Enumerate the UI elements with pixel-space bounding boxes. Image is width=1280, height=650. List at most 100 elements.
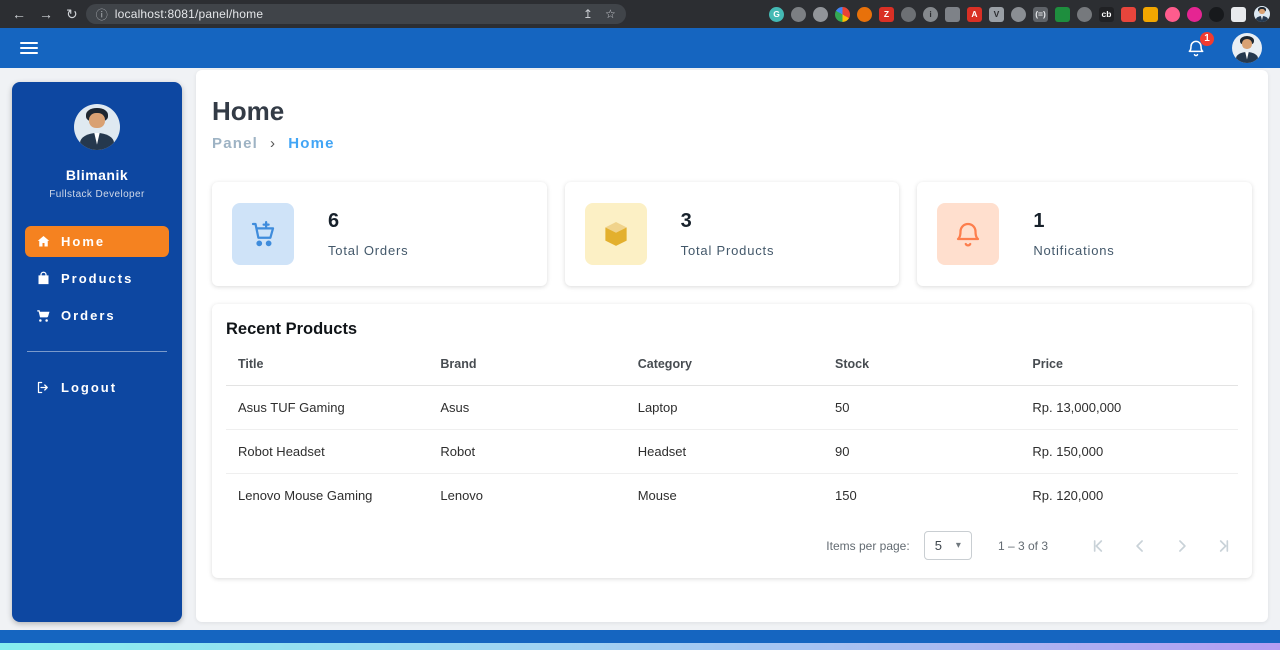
extension-icon[interactable]: V [989, 6, 1004, 22]
main-content: Home Panel › Home 6 Total Orders [196, 70, 1268, 622]
recent-products-title: Recent Products [226, 320, 358, 338]
url-bar[interactable]: ⓘ localhost:8081/panel/home ↥ ☆ [85, 4, 626, 24]
table-cell: Rp. 150,000 [1020, 429, 1238, 474]
page-size-select[interactable]: 5 ▾ [923, 531, 972, 560]
total-products-value: 3 [680, 210, 692, 232]
table-cell: Rp. 120,000 [1032, 487, 1104, 503]
table-cell: Laptop [625, 385, 824, 430]
items-per-page-label: Items per page: [826, 538, 910, 553]
extension-icon[interactable] [1165, 6, 1180, 22]
extension-icon[interactable]: A [967, 6, 982, 22]
sidebar-menu: Home Products Orders Logout [12, 226, 182, 403]
extension-icon[interactable] [1121, 6, 1136, 22]
page-title: Home [212, 96, 285, 126]
extension-icon[interactable] [1077, 6, 1092, 22]
home-icon [37, 236, 50, 247]
extension-icon[interactable]: (=) [1033, 6, 1048, 22]
table-row: Asus TUF Gaming Asus Laptop 50 Rp. 13,000,00… [226, 385, 1238, 430]
profile-role: Fullstack Developer [49, 189, 145, 200]
last-page-button[interactable] [1214, 536, 1234, 556]
table-row: Robot Headset Robot Headset 90 Rp. 150,000 [226, 429, 1238, 474]
table-cell: Lenovo Mouse Gaming [238, 487, 373, 503]
extension-icon[interactable] [813, 6, 828, 22]
table-cell: 90 [823, 429, 1021, 474]
extension-icon[interactable] [791, 6, 806, 22]
table-cell: Headset [625, 429, 824, 474]
profile-photo [74, 104, 120, 150]
table-cell: Lenovo [440, 487, 484, 503]
extension-icon[interactable] [857, 6, 872, 22]
notifications-label: Notifications [1033, 243, 1115, 258]
extension-icon[interactable]: cb [1099, 6, 1114, 22]
sidebar-item-orders[interactable]: Orders [25, 300, 169, 331]
package-box-icon [584, 203, 647, 265]
page-range-label: 1 – 3 of 3 [997, 538, 1048, 553]
sidebar-item-label: Logout [61, 380, 118, 395]
browser-toolbar: ← → ↻ ⓘ localhost:8081/panel/home ↥ ☆ G Z… [0, 0, 1280, 28]
menu-toggle-button[interactable] [20, 42, 38, 54]
next-page-button[interactable] [1172, 536, 1192, 556]
bookmark-star-icon[interactable]: ☆ [604, 7, 616, 21]
cart-plus-icon [232, 203, 294, 265]
extension-icon[interactable]: G [769, 6, 784, 22]
bell-icon [1188, 40, 1204, 57]
total-products-label: Total Products [680, 243, 775, 258]
column-header: Brand [428, 343, 626, 386]
table-cell: Mouse [637, 487, 677, 503]
extension-icon[interactable]: Z [879, 6, 894, 22]
forward-icon[interactable]: → [39, 6, 53, 22]
column-header: Category [625, 343, 824, 386]
extension-icon[interactable] [901, 6, 916, 22]
logout-icon [37, 381, 48, 394]
extension-icon[interactable] [835, 6, 850, 22]
sidebar-item-products[interactable]: Products [25, 263, 169, 294]
extension-icon[interactable]: i [923, 6, 938, 22]
reload-icon[interactable]: ↻ [66, 6, 78, 22]
site-info-icon[interactable]: ⓘ [95, 7, 108, 22]
extension-icon[interactable] [1231, 6, 1246, 22]
previous-page-button[interactable] [1130, 536, 1150, 556]
chevron-right-icon: › [270, 135, 277, 152]
breadcrumb-panel-link[interactable]: Panel [212, 135, 259, 152]
extension-icon[interactable] [1187, 6, 1202, 22]
column-header: Title [226, 343, 429, 386]
extension-icon[interactable] [945, 6, 960, 22]
extension-icon[interactable] [1055, 6, 1070, 22]
browser-profile-avatar[interactable] [1254, 6, 1270, 22]
app-topbar: 1 [0, 28, 1280, 68]
table-header-row: Title Brand Category Stock Price [226, 343, 1238, 386]
table-cell: Robot [428, 429, 626, 474]
column-header: Price [1020, 343, 1238, 386]
sidebar-item-label: Products [61, 271, 134, 286]
extension-icon[interactable] [1143, 6, 1158, 22]
first-page-button[interactable] [1088, 536, 1108, 556]
total-orders-card: 6 Total Orders [212, 182, 547, 286]
url-text: localhost:8081/panel/home [114, 7, 264, 21]
bell-icon [937, 203, 1000, 265]
stats-row: 6 Total Orders 3 Total Products 1 [212, 182, 1253, 286]
footer-bar [0, 630, 1280, 643]
breadcrumb-home-link[interactable]: Home [288, 135, 335, 152]
cart-icon [37, 310, 50, 322]
total-orders-label: Total Orders [328, 243, 409, 258]
sidebar-item-home[interactable]: Home [25, 226, 169, 257]
total-products-card: 3 Total Products [564, 182, 900, 286]
recent-products-card: Recent Products Title Brand Category Stock P… [212, 304, 1252, 578]
profile-name: Blimanik [65, 167, 129, 183]
share-icon[interactable]: ↥ [582, 7, 593, 21]
user-avatar[interactable] [1232, 33, 1262, 63]
back-icon[interactable]: ← [12, 6, 26, 22]
sidebar-divider [27, 351, 167, 352]
extension-icon[interactable] [1011, 6, 1026, 22]
sidebar-item-label: Orders [61, 308, 116, 323]
sidebar-item-logout[interactable]: Logout [25, 372, 169, 403]
notifications-button[interactable]: 1 [1186, 32, 1214, 58]
notifications-card: 1 Notifications [917, 182, 1253, 286]
table-cell: 150 [835, 487, 857, 503]
column-header: Stock [823, 343, 1021, 386]
sidebar-item-label: Home [61, 234, 106, 249]
extension-icon[interactable] [1209, 6, 1224, 22]
shopping-bag-icon [38, 271, 49, 285]
table-cell: Rp. 13,000,000 [1020, 385, 1238, 430]
